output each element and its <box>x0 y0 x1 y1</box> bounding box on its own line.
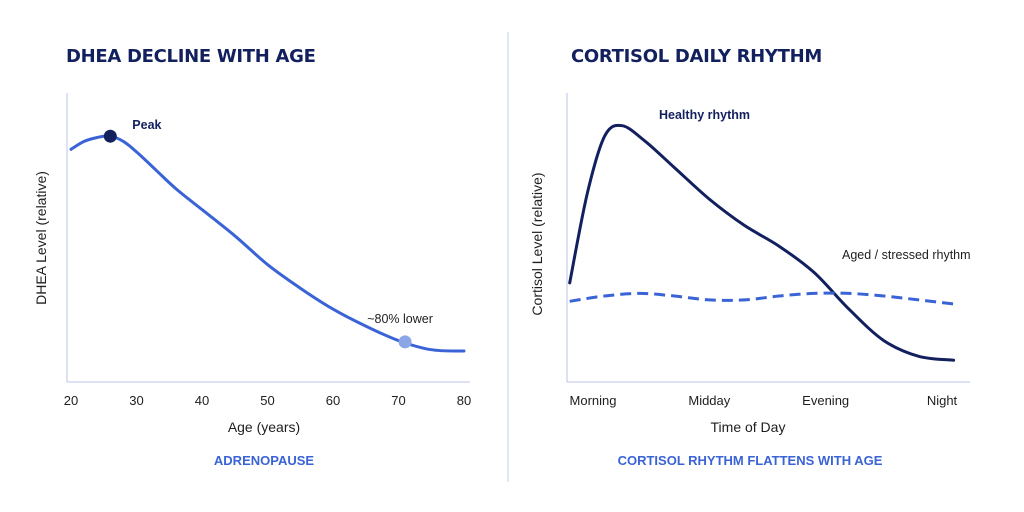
dhea-peak-marker <box>103 129 117 143</box>
cortisol-x-tick-0: Morning <box>570 393 617 408</box>
dhea-low-label: ~80% lower <box>367 312 433 326</box>
cortisol-x-tick-2: Evening <box>802 393 849 408</box>
dhea-x-tick-1: 30 <box>129 393 143 408</box>
dhea-caption: ADRENOPAUSE <box>214 453 314 468</box>
dhea-x-tick-2: 40 <box>195 393 209 408</box>
dhea-x-tick-6: 80 <box>457 393 471 408</box>
dhea-peak-label: Peak <box>132 118 161 132</box>
aged-rhythm-line <box>569 291 954 306</box>
healthy-rhythm-line <box>568 123 956 362</box>
cortisol-x-tick-3: Night <box>927 393 958 408</box>
cortisol-chart: CORTISOL DAILY RHYTHM Morning Midday Eveni… <box>529 46 971 468</box>
dhea-x-tick-0: 20 <box>64 393 78 408</box>
cortisol-x-axis-label: Time of Day <box>711 419 786 435</box>
cortisol-x-tick-1: Midday <box>688 393 730 408</box>
dhea-x-tick-5: 70 <box>391 393 405 408</box>
aged-rhythm-label: Aged / stressed rhythm <box>842 248 971 262</box>
dhea-y-axis-label: DHEA Level (relative) <box>33 171 49 305</box>
dhea-x-tick-3: 50 <box>260 393 274 408</box>
dhea-x-tick-4: 60 <box>326 393 340 408</box>
cortisol-x-ticks: Morning Midday Evening Night <box>570 393 958 408</box>
dhea-x-axis-label: Age (years) <box>228 419 300 435</box>
dhea-x-ticks: 20 30 40 50 60 70 80 <box>64 393 471 408</box>
cortisol-y-axis-label: Cortisol Level (relative) <box>529 172 545 315</box>
dhea-chart-title: DHEA DECLINE WITH AGE <box>66 46 316 67</box>
dhea-chart: DHEA DECLINE WITH AGE 20 30 40 50 60 70 80 Pea… <box>33 46 471 468</box>
cortisol-caption: CORTISOL RHYTHM FLATTENS WITH AGE <box>618 453 883 468</box>
dhea-low-marker <box>398 335 412 349</box>
healthy-rhythm-label: Healthy rhythm <box>659 108 750 122</box>
cortisol-chart-title: CORTISOL DAILY RHYTHM <box>571 46 822 67</box>
